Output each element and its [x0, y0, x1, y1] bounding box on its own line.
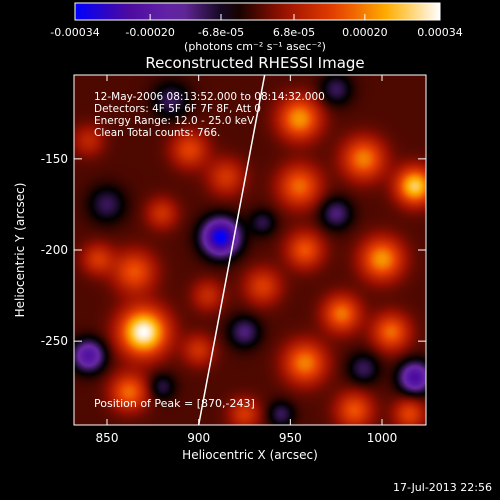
heatmap-image — [74, 75, 426, 425]
x-tick-label: 900 — [187, 431, 210, 445]
annotations: 12-May-2006 08:13:52.000 to 08:14:32.000… — [94, 91, 325, 139]
chart-title: Reconstructed RHESSI Image — [145, 54, 364, 72]
y-tick-label: -200 — [41, 243, 68, 257]
y-tick-label: -150 — [41, 152, 68, 166]
colorbar: -0.00034 -0.00020 -6.8e-05 6.8e-05 0.00020 0.… — [50, 2, 463, 53]
colorbar-gradient — [74, 2, 441, 21]
colorbar-tick-label: -0.00034 — [50, 26, 99, 39]
rhessi-chart: Reconstructed RHESSI Image 850 900 950 1000… — [13, 54, 427, 462]
annotation-line: Detectors: 4F 5F 6F 7F 8F, Att 0 — [94, 103, 261, 115]
annotation-line: Energy Range: 12.0 - 25.0 keV — [94, 115, 255, 127]
timestamp: 17-Jul-2013 22:56 — [392, 481, 492, 494]
colorbar-unit: (photons cm⁻² s⁻¹ asec⁻²) — [184, 40, 326, 53]
y-axis-label: Heliocentric Y (arcsec) — [13, 183, 27, 318]
peak-label: Position of Peak = [870,-243] — [94, 397, 255, 410]
colorbar-tick-label: -6.8e-05 — [198, 26, 244, 39]
plot-area — [74, 75, 426, 425]
colorbar-tick-label: 6.8e-05 — [273, 26, 315, 39]
colorbar-ticks: -0.00034 -0.00020 -6.8e-05 6.8e-05 0.00020 0.… — [50, 14, 463, 39]
x-tick-label: 1000 — [367, 431, 398, 445]
x-tick-label: 950 — [279, 431, 302, 445]
annotation-line: 12-May-2006 08:13:52.000 to 08:14:32.000 — [94, 91, 325, 103]
axes: 850 900 950 1000 -250 -200 -150 — [41, 75, 426, 445]
colorbar-tick-label: 0.00020 — [342, 26, 388, 39]
colorbar-tick-label: 0.00034 — [417, 26, 463, 39]
x-tick-label: 850 — [96, 431, 119, 445]
y-tick-label: -250 — [41, 334, 68, 348]
solar-limb-line — [197, 75, 266, 425]
annotation-line: Clean Total counts: 766. — [94, 127, 220, 139]
x-axis-label: Heliocentric X (arcsec) — [182, 448, 318, 462]
colorbar-tick-label: -0.00020 — [125, 26, 174, 39]
